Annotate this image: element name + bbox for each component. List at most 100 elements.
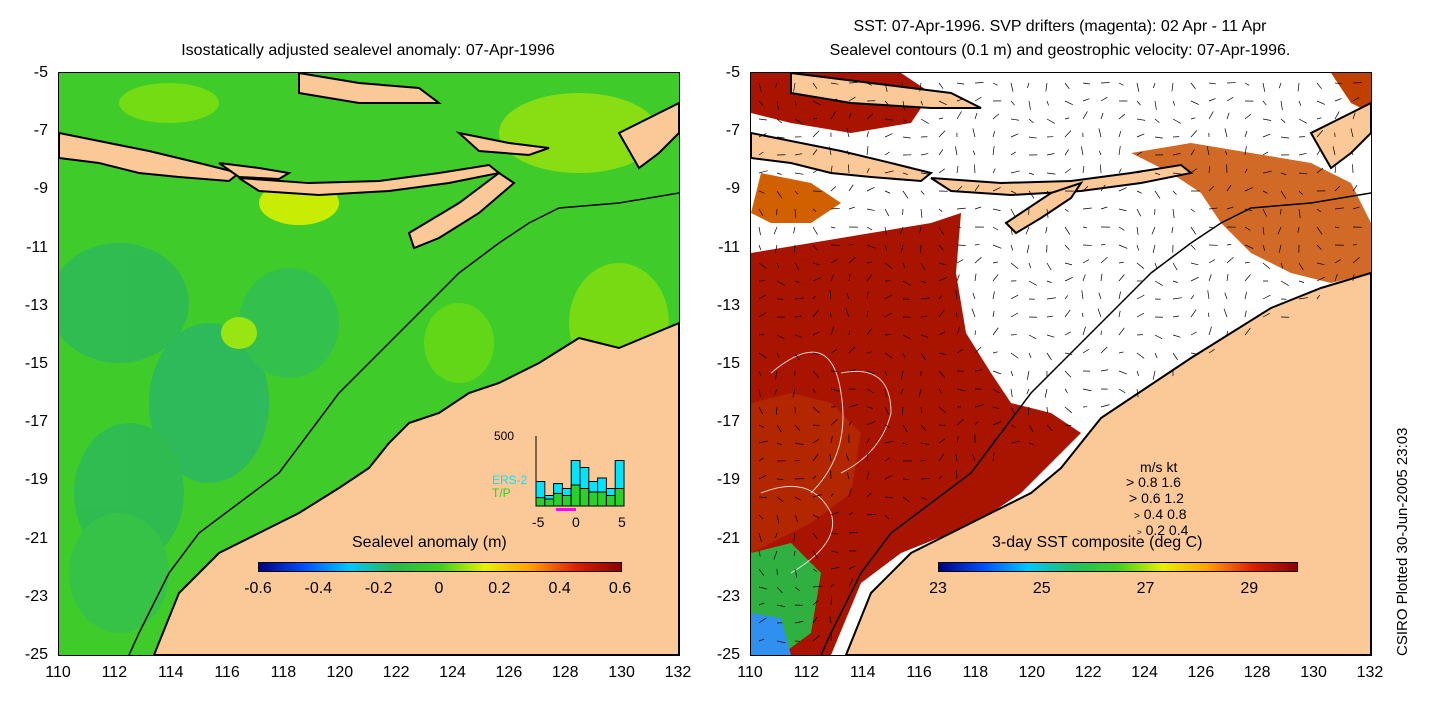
- velocity-arrow: [1352, 112, 1356, 120]
- velocity-arrow: [830, 259, 838, 264]
- velocity-arrow: [1025, 226, 1030, 235]
- velocity-arrow: [758, 262, 767, 269]
- velocity-arrow: [956, 98, 964, 102]
- velocity-arrow: [992, 274, 999, 282]
- velocity-arrow: [758, 294, 767, 300]
- sst-colorbar-tick: 25: [1032, 580, 1051, 597]
- velocity-arrow: [974, 273, 977, 282]
- velocity-arrow: [866, 274, 873, 282]
- velocity-arrow: [1298, 280, 1305, 283]
- velocity-arrow: [812, 262, 820, 266]
- velocity-arrow: [1225, 150, 1228, 156]
- velocity-arrow: [1262, 244, 1266, 251]
- velocity-arrow: [812, 244, 818, 251]
- velocity-arrow: [974, 421, 978, 426]
- velocity-arrow: [830, 244, 840, 246]
- left-lon-label: 120: [326, 664, 354, 681]
- velocity-arrow: [1028, 424, 1034, 433]
- velocity-arrow: [1154, 118, 1160, 124]
- velocity-arrow: [1082, 259, 1090, 264]
- velocity-arrow: [812, 130, 820, 138]
- velocity-arrow: [1082, 312, 1084, 318]
- left-lon-label: 128: [551, 664, 579, 681]
- velocity-arrow: [776, 262, 780, 268]
- left-lat-label: -15: [24, 355, 48, 372]
- velocity-arrow: [1298, 190, 1303, 195]
- velocity-arrow: [974, 346, 982, 354]
- velocity-arrow: [866, 208, 875, 211]
- velocity-arrow: [938, 309, 945, 318]
- velocity-arrow: [776, 442, 782, 446]
- velocity-arrow: [902, 442, 909, 446]
- velocity-arrow: [1262, 262, 1271, 270]
- histogram-legend-tp: T/P: [492, 486, 511, 500]
- velocity-arrow: [812, 295, 816, 300]
- velocity-arrow: [974, 96, 982, 102]
- velocity-arrow: [1352, 244, 1358, 246]
- velocity-arrow: [974, 243, 980, 246]
- velocity-arrow: [848, 512, 853, 516]
- velocity-arrow: [1046, 424, 1053, 431]
- histogram-bar-tp: [579, 488, 590, 507]
- velocity-arrow: [902, 136, 911, 139]
- velocity-arrow: [920, 424, 927, 431]
- velocity-arrow: [1316, 130, 1324, 138]
- velocity-arrow: [1298, 172, 1308, 175]
- velocity-arrow: [812, 117, 818, 120]
- velocity-arrow: [1064, 130, 1072, 138]
- velocity-arrow: [900, 388, 904, 395]
- velocity-arrow: [1027, 406, 1030, 415]
- velocity-arrow: [758, 190, 765, 194]
- velocity-arrow: [1118, 261, 1124, 264]
- velocity-arrow: [938, 226, 944, 235]
- left-lon-label: 132: [664, 664, 692, 681]
- right-lat-label: -21: [716, 529, 740, 547]
- velocity-arrow: [884, 133, 893, 138]
- left-lat-label: -17: [24, 413, 48, 431]
- velocity-arrow: [899, 226, 904, 235]
- velocity-arrow: [1352, 185, 1358, 192]
- velocity-arrow: [992, 146, 995, 156]
- velocity-arrow: [1226, 244, 1232, 246]
- velocity-arrow: [830, 436, 833, 444]
- velocity-arrow: [866, 261, 873, 264]
- velocity-arrow: [1046, 297, 1056, 300]
- velocity-arrow: [1190, 117, 1196, 120]
- velocity-arrow: [812, 100, 821, 106]
- velocity-arrow: [920, 172, 930, 175]
- velocity-arrow: [1244, 274, 1251, 282]
- velocity-arrow: [812, 635, 820, 642]
- velocity-arrow: [884, 388, 887, 398]
- velocity-arrow: [1226, 257, 1234, 264]
- velocity-arrow: [866, 438, 870, 444]
- velocity-arrow: [956, 274, 960, 282]
- velocity-arrow: [1190, 295, 1195, 300]
- velocity-arrow: [1064, 168, 1071, 174]
- velocity-arrow: [1028, 100, 1031, 110]
- velocity-arrow: [1028, 118, 1034, 124]
- velocity-arrow: [1316, 168, 1324, 174]
- velocity-arrow: [1082, 207, 1092, 210]
- sst-velocity-map: [750, 72, 1372, 656]
- velocity-arrow: [938, 149, 944, 156]
- velocity-arrow: [884, 457, 890, 462]
- velocity-legend-header: m/s kt: [1140, 459, 1178, 475]
- velocity-arrow: [1100, 244, 1106, 246]
- velocity-arrow: [830, 312, 832, 318]
- velocity-arrow: [1118, 113, 1126, 120]
- velocity-arrow: [884, 262, 893, 269]
- velocity-arrow: [1277, 226, 1282, 235]
- velocity-arrow: [902, 262, 906, 268]
- velocity-arrow: [1136, 226, 1139, 235]
- velocity-arrow: [812, 568, 817, 572]
- velocity-arrow: [992, 113, 1000, 120]
- velocity-arrow-icon: >: [1134, 511, 1140, 522]
- velocity-legend-row-4: > 0.2 0.4: [1137, 522, 1188, 538]
- velocity-arrow: [1136, 100, 1141, 106]
- right-lat-label: -23: [716, 587, 740, 605]
- left-colorbar-title: Sealevel anomaly (m): [352, 534, 507, 551]
- right-lat-label: -7: [725, 122, 740, 140]
- velocity-arrow: [758, 568, 765, 576]
- histogram-xlabel-right: 5: [618, 514, 626, 530]
- velocity-arrow: [1316, 262, 1325, 266]
